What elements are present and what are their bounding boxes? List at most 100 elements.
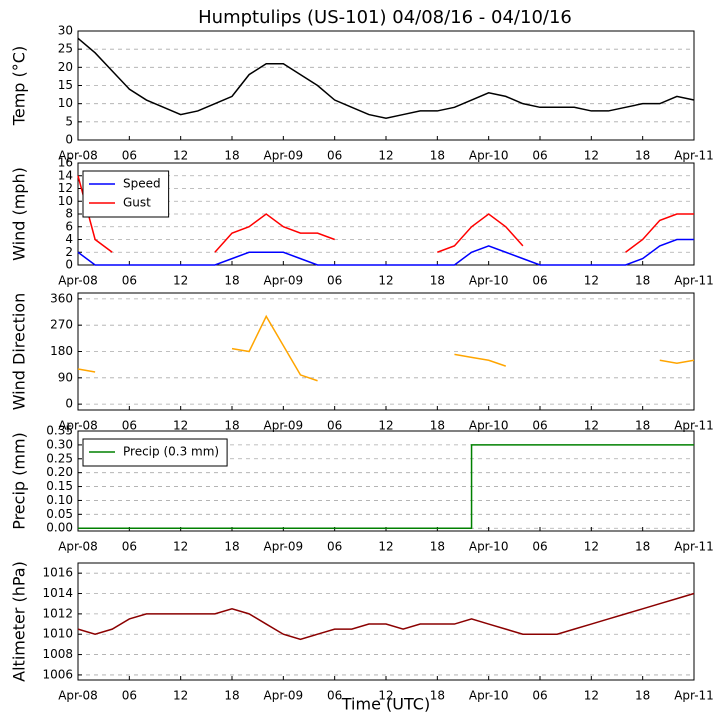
x-tick-label: 12 (584, 274, 599, 288)
x-tick-label: 06 (122, 274, 137, 288)
x-tick-label: 12 (173, 274, 188, 288)
data-line (454, 353, 507, 367)
x-tick-label: 06 (327, 689, 342, 703)
y-tick-label: 0.30 (46, 437, 73, 451)
x-tick-label: 06 (327, 149, 342, 163)
y-tick-label: 0.10 (46, 493, 73, 507)
x-tick-label: Apr-10 (469, 689, 509, 703)
x-tick-label: 18 (224, 540, 239, 554)
x-tick-label: Apr-08 (58, 540, 98, 554)
y-tick-label: 360 (50, 291, 73, 305)
x-tick-label: 18 (224, 419, 239, 433)
data-line (78, 444, 694, 529)
y-tick-label: 1014 (42, 586, 73, 600)
x-tick-label: Apr-11 (674, 274, 714, 288)
x-tick-label: 18 (430, 149, 445, 163)
x-tick-label: 06 (327, 540, 342, 554)
x-tick-label: 06 (532, 689, 547, 703)
y-tick-label: 0 (65, 397, 73, 411)
data-line (77, 37, 695, 119)
y-tick-label: 25 (58, 42, 73, 56)
x-tick-label: Apr-11 (674, 689, 714, 703)
y-axis-label: Wind (mph) (10, 167, 29, 261)
x-tick-label: 18 (635, 540, 650, 554)
legend-box (82, 170, 170, 218)
x-tick-label: 18 (224, 689, 239, 703)
y-tick-label: 0 (65, 133, 73, 147)
x-tick-label: 06 (532, 540, 547, 554)
y-tick-label: 1006 (42, 667, 73, 681)
y-tick-label: 2 (65, 245, 73, 259)
x-tick-label: 06 (122, 689, 137, 703)
x-tick-label: Apr-10 (469, 540, 509, 554)
y-axis-label: Temp (°C) (10, 46, 29, 126)
y-tick-label: 0.00 (46, 521, 73, 535)
x-tick-label: Apr-08 (58, 419, 98, 433)
x-tick-label: 12 (173, 689, 188, 703)
x-tick-label: 18 (430, 274, 445, 288)
y-axis-label: Altimeter (hPa) (10, 561, 29, 682)
y-tick-label: 10 (58, 96, 73, 110)
x-tick-label: 06 (532, 149, 547, 163)
x-tick-label: 18 (635, 149, 650, 163)
x-tick-label: 12 (378, 419, 393, 433)
x-tick-label: 12 (173, 540, 188, 554)
y-tick-label: 12 (58, 181, 73, 195)
x-tick-label: 06 (122, 149, 137, 163)
legend-label: Gust (123, 196, 151, 210)
y-tick-label: 0.25 (46, 451, 73, 465)
y-axis-label: Wind Direction (10, 293, 29, 411)
x-tick-label: 12 (173, 419, 188, 433)
x-tick-label: 18 (430, 419, 445, 433)
x-tick-label: 06 (532, 419, 547, 433)
y-tick-label: 90 (58, 370, 73, 384)
x-tick-label: 18 (635, 419, 650, 433)
x-tick-label: 12 (173, 149, 188, 163)
x-tick-label: 06 (122, 419, 137, 433)
x-tick-label: 18 (635, 689, 650, 703)
x-tick-label: 12 (584, 419, 599, 433)
x-tick-label: Apr-09 (264, 689, 304, 703)
plot-frame (77, 30, 695, 141)
y-tick-label: 16 (58, 156, 73, 170)
y-tick-label: 5 (65, 114, 73, 128)
x-tick-label: 12 (584, 149, 599, 163)
y-tick-label: 8 (65, 207, 73, 221)
x-tick-label: 06 (327, 419, 342, 433)
x-tick-label: Apr-11 (674, 419, 714, 433)
x-axis-label: Time (UTC) (341, 695, 430, 714)
x-tick-label: 12 (378, 689, 393, 703)
y-tick-label: 10 (58, 194, 73, 208)
y-tick-label: 1010 (42, 627, 73, 641)
x-tick-label: 12 (378, 149, 393, 163)
plot-frame (77, 562, 695, 681)
y-tick-label: 1012 (42, 606, 73, 620)
x-tick-label: Apr-08 (58, 689, 98, 703)
x-tick-label: 18 (224, 274, 239, 288)
x-tick-label: Apr-09 (264, 149, 304, 163)
y-tick-label: 1008 (42, 647, 73, 661)
y-tick-label: 0.20 (46, 465, 73, 479)
legend: Speed Gust (82, 170, 170, 218)
figure-title: Humptulips (US-101) 04/08/16 - 04/10/16 (198, 7, 572, 28)
x-tick-label: Apr-09 (264, 274, 304, 288)
x-tick-label: Apr-11 (674, 540, 714, 554)
data-line (214, 213, 335, 253)
data-line (231, 314, 318, 382)
y-tick-label: 0.15 (46, 479, 73, 493)
legend-label: Precip (0.3 mm) (123, 445, 219, 459)
y-tick-label: 0.35 (46, 424, 73, 438)
plot-frame (77, 430, 695, 532)
x-tick-label: 06 (532, 274, 547, 288)
x-tick-label: 12 (584, 689, 599, 703)
x-tick-label: 18 (430, 689, 445, 703)
x-tick-label: 18 (635, 274, 650, 288)
x-tick-label: Apr-10 (469, 419, 509, 433)
x-tick-label: 06 (327, 274, 342, 288)
y-tick-label: 14 (58, 168, 73, 182)
data-line (437, 213, 524, 253)
x-tick-label: Apr-10 (469, 274, 509, 288)
x-tick-label: Apr-11 (674, 149, 714, 163)
x-tick-label: 06 (122, 540, 137, 554)
